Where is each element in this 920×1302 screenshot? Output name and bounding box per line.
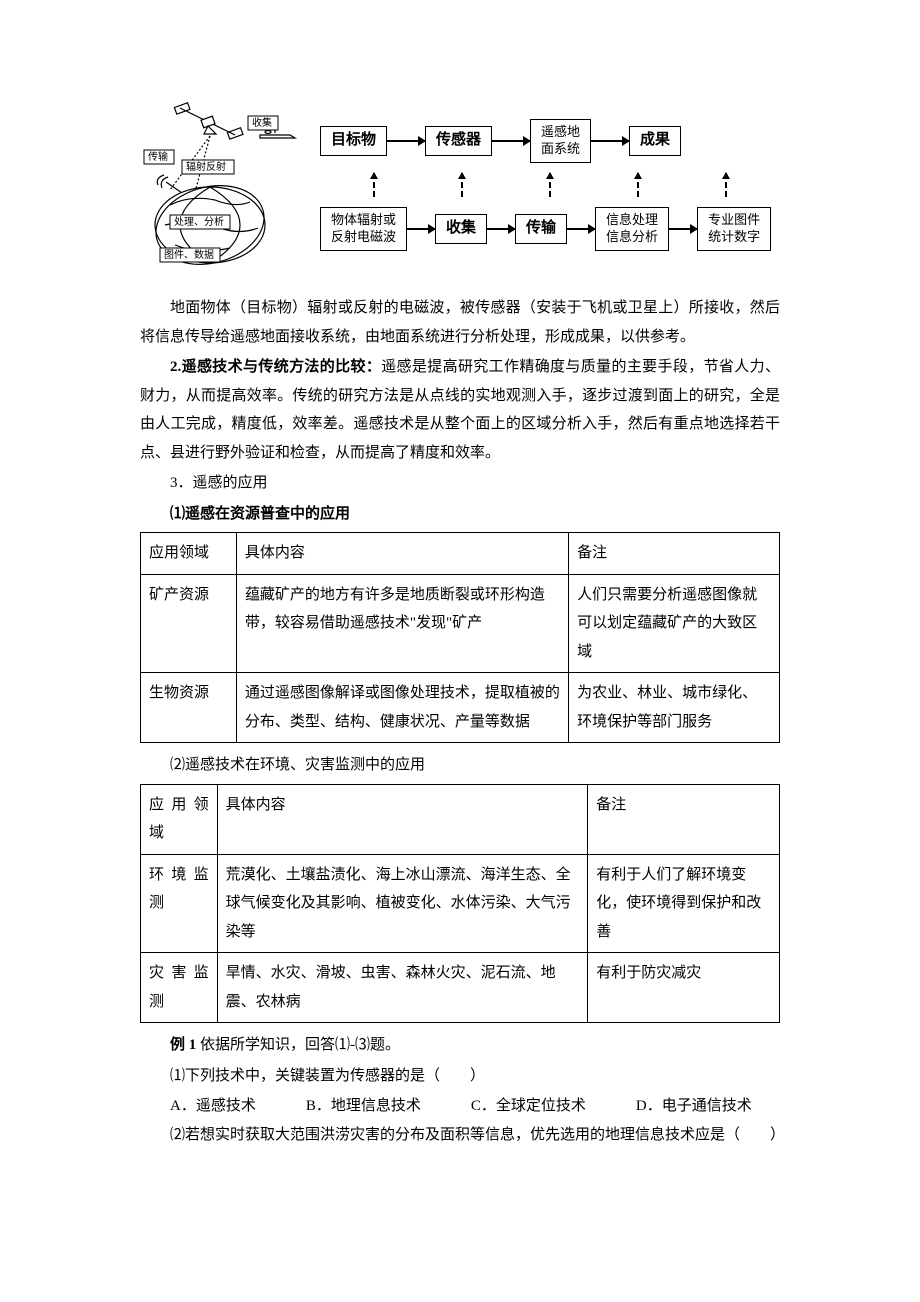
arrow-icon [407, 228, 435, 230]
table-cell: 通过遥感图像解译或图像处理技术，提取植被的分布、类型、结构、健康状况、产量等数据 [236, 673, 568, 743]
paragraph-2: 2.遥感技术与传统方法的比较：遥感是提高研究工作精确度与质量的主要手段，节省人力… [140, 353, 780, 467]
flow-node-result: 成果 [629, 126, 681, 156]
table-row: 应用领域 具体内容 备注 [141, 533, 780, 575]
table-header-cell: 备注 [569, 533, 780, 575]
table-cell: 蕴藏矿产的地方有许多是地质断裂或环形构造带，较容易借助遥感技术"发现"矿产 [236, 574, 568, 673]
table-cell: 生物资源 [141, 673, 237, 743]
table-row: 灾害监测 旱情、水灾、滑坡、虫害、森林火灾、泥石流、地震、农林病 有利于防灾减灾 [141, 953, 780, 1023]
option-a: A．遥感技术 [170, 1092, 256, 1121]
table-cell: 旱情、水灾、滑坡、虫害、森林火灾、泥石流、地震、农林病 [217, 953, 588, 1023]
sat-label-transmit: 传输 [148, 150, 168, 163]
question-2: ⑵若想实时获取大范围洪涝灾害的分布及面积等信息，优先选用的地理信息技术应是（ ） [140, 1121, 780, 1150]
heading-3-2: ⑵遥感技术在环境、灾害监测中的应用 [140, 751, 780, 780]
option-c: C．全球定位技术 [471, 1092, 586, 1121]
table-cell: 荒漠化、土壤盐渍化、海上冰山漂流、海洋生态、全球气候变化及其影响、植被变化、水体… [217, 854, 588, 953]
paragraph-1: 地面物体（目标物）辐射或反射的电磁波，被传感器（安装于飞机或卫星上）所接收，然后… [140, 294, 780, 351]
flow-dashed-links [320, 173, 780, 197]
flow-row-top: 目标物 传感器 遥感地面系统 成果 [320, 119, 780, 163]
diagram-container: 收集 传输 辐射反射 处理、分析 图件、数据 目标物 传感器 遥感地面系统 成果… [140, 100, 780, 270]
arrow-icon [387, 140, 425, 142]
table-cell: 有利于人们了解环境变化，使环境得到保护和改善 [588, 854, 780, 953]
table-header-cell: 备注 [588, 784, 780, 854]
arrow-icon [669, 228, 697, 230]
table-cell: 人们只需要分析遥感图像就可以划定蕴藏矿产的大致区域 [569, 574, 780, 673]
sat-label-collect: 收集 [252, 116, 272, 129]
table-row: 生物资源 通过遥感图像解译或图像处理技术，提取植被的分布、类型、结构、健康状况、… [141, 673, 780, 743]
table-row: 应用领域 具体内容 备注 [141, 784, 780, 854]
arrow-icon [492, 140, 530, 142]
heading-3-1: ⑴遥感在资源普查中的应用 [140, 500, 780, 529]
flow-row-bottom: 物体辐射或反射电磁波 收集 传输 信息处理信息分析 专业图件统计数字 [320, 207, 780, 251]
table-cell: 有利于防灾减灾 [588, 953, 780, 1023]
flow-node-transmit: 传输 [515, 214, 567, 244]
arrow-icon [487, 228, 515, 230]
table-cell: 环境监测 [141, 854, 218, 953]
question-1-options: A．遥感技术 B．地理信息技术 C．全球定位技术 D．电子通信技术 [140, 1092, 780, 1121]
option-d: D．电子通信技术 [636, 1092, 752, 1121]
sat-label-images: 图件、数据 [164, 248, 214, 261]
flow-node-ground: 遥感地面系统 [530, 119, 591, 163]
para2-lead: 2.遥感技术与传统方法的比较： [170, 359, 381, 375]
table-resource-survey: 应用领域 具体内容 备注 矿产资源 蕴藏矿产的地方有许多是地质断裂或环形构造带，… [140, 532, 780, 743]
table-header-cell: 具体内容 [217, 784, 588, 854]
table-header-cell: 应用领域 [141, 784, 218, 854]
table-cell: 灾害监测 [141, 953, 218, 1023]
flow-node-process: 信息处理信息分析 [595, 207, 669, 251]
flow-node-collect: 收集 [435, 214, 487, 244]
table-cell: 矿产资源 [141, 574, 237, 673]
example-label: 例 1 [170, 1037, 196, 1053]
table-env-disaster: 应用领域 具体内容 备注 环境监测 荒漠化、土壤盐渍化、海上冰山漂流、海洋生态、… [140, 784, 780, 1024]
option-b: B．地理信息技术 [306, 1092, 421, 1121]
heading-3: 3．遥感的应用 [140, 469, 780, 498]
table-row: 环境监测 荒漠化、土壤盐渍化、海上冰山漂流、海洋生态、全球气候变化及其影响、植被… [141, 854, 780, 953]
table-header-cell: 应用领域 [141, 533, 237, 575]
flow-node-sensor: 传感器 [425, 126, 492, 156]
table-header-cell: 具体内容 [236, 533, 568, 575]
table-row: 矿产资源 蕴藏矿产的地方有许多是地质断裂或环形构造带，较容易借助遥感技术"发现"… [141, 574, 780, 673]
arrow-icon [591, 140, 629, 142]
question-1: ⑴下列技术中，关键装置为传感器的是（ ） [140, 1062, 780, 1091]
arrow-icon [567, 228, 595, 230]
flow-node-target: 目标物 [320, 126, 387, 156]
sat-label-process: 处理、分析 [174, 215, 224, 228]
example-lead: 例 1 依据所学知识，回答⑴-⑶题。 [140, 1031, 780, 1060]
flow-chart: 目标物 传感器 遥感地面系统 成果 物体辐射或反射电磁波 收集 传输 信息处理信… [320, 119, 780, 251]
sat-label-radiation: 辐射反射 [186, 160, 226, 173]
table-cell: 为农业、林业、城市绿化、环境保护等部门服务 [569, 673, 780, 743]
example-text: 依据所学知识，回答⑴-⑶题。 [196, 1037, 400, 1053]
flow-node-output: 专业图件统计数字 [697, 207, 771, 251]
flow-node-emit: 物体辐射或反射电磁波 [320, 207, 407, 251]
satellite-illustration: 收集 传输 辐射反射 处理、分析 图件、数据 [140, 100, 310, 270]
